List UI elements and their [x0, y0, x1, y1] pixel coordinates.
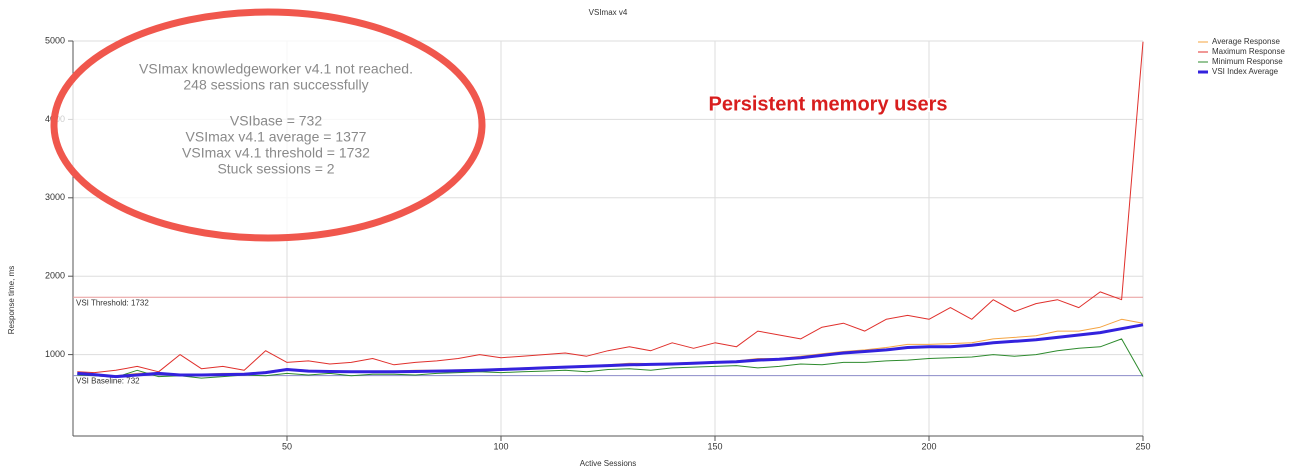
- y-tick-label: 2000: [45, 271, 65, 281]
- series-line: [77, 338, 1144, 379]
- annotation-text: VSImax v4.1 average = 1377: [186, 129, 367, 145]
- y-tick-label: 1000: [45, 349, 65, 359]
- x-axis-label: Active Sessions: [580, 459, 636, 468]
- series-line: [77, 41, 1144, 374]
- annotation-text: VSIbase = 732: [230, 113, 322, 129]
- annotation-text: 248 sessions ran successfully: [183, 77, 368, 93]
- annotation-text: VSImax v4.1 threshold = 1732: [182, 145, 370, 161]
- annotation-ellipse: [50, 8, 486, 242]
- x-tick-label: 100: [493, 441, 508, 451]
- series-line: [77, 323, 1144, 379]
- chart-title: VSImax v4: [589, 8, 628, 17]
- reference-label: VSI Baseline: 732: [76, 377, 140, 386]
- y-tick-label: 5000: [45, 35, 65, 45]
- legend-label: Average Response: [1212, 37, 1280, 46]
- series-line: [77, 318, 1144, 377]
- legend-label: VSI Index Average: [1212, 67, 1279, 76]
- legend-label: Minimum Response: [1212, 57, 1283, 66]
- x-tick-label: 150: [707, 441, 722, 451]
- y-tick-label: 3000: [45, 192, 65, 202]
- y-axis-label: Response time, ms: [7, 266, 16, 334]
- x-tick-label: 50: [282, 441, 292, 451]
- legend-label: Maximum Response: [1212, 47, 1285, 56]
- reference-label: VSI Threshold: 1732: [76, 298, 149, 307]
- x-tick-label: 200: [921, 441, 936, 451]
- annotation-text: VSImax knowledgeworker v4.1 not reached.: [139, 61, 413, 77]
- x-tick-label: 250: [1135, 441, 1150, 451]
- highlight-text: Persistent memory users: [708, 93, 947, 115]
- annotation-text: Stuck sessions = 2: [217, 161, 334, 177]
